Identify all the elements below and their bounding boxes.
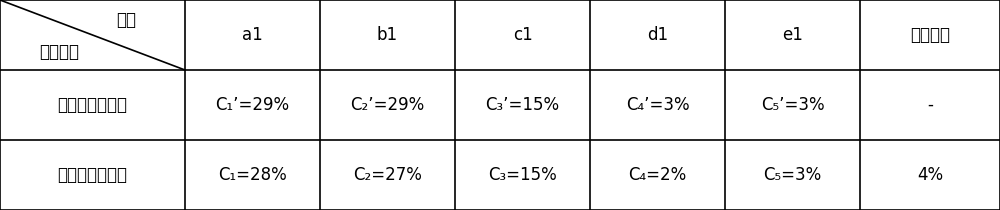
Text: C₄’=3%: C₄’=3% <box>626 96 689 114</box>
Text: 第二待测电解液: 第二待测电解液 <box>58 166 128 184</box>
Text: C₃=15%: C₃=15% <box>488 166 557 184</box>
Text: 组分: 组分 <box>116 10 136 29</box>
Text: C₁=28%: C₁=28% <box>218 166 287 184</box>
Text: a1: a1 <box>242 26 263 44</box>
Text: c1: c1 <box>513 26 532 44</box>
Text: 环己基苯: 环己基苯 <box>910 26 950 44</box>
Text: -: - <box>927 96 933 114</box>
Text: e1: e1 <box>782 26 803 44</box>
Text: C₃’=15%: C₃’=15% <box>485 96 560 114</box>
Text: C₁’=29%: C₁’=29% <box>215 96 290 114</box>
Text: C₅=3%: C₅=3% <box>763 166 822 184</box>
Text: C₄=2%: C₄=2% <box>628 166 687 184</box>
Text: 第一待测电解液: 第一待测电解液 <box>58 96 128 114</box>
Text: C₂=27%: C₂=27% <box>353 166 422 184</box>
Text: d1: d1 <box>647 26 668 44</box>
Text: 4%: 4% <box>917 166 943 184</box>
Text: 待测溶液: 待测溶液 <box>39 43 79 62</box>
Text: C₂’=29%: C₂’=29% <box>350 96 425 114</box>
Text: b1: b1 <box>377 26 398 44</box>
Text: C₅’=3%: C₅’=3% <box>761 96 824 114</box>
